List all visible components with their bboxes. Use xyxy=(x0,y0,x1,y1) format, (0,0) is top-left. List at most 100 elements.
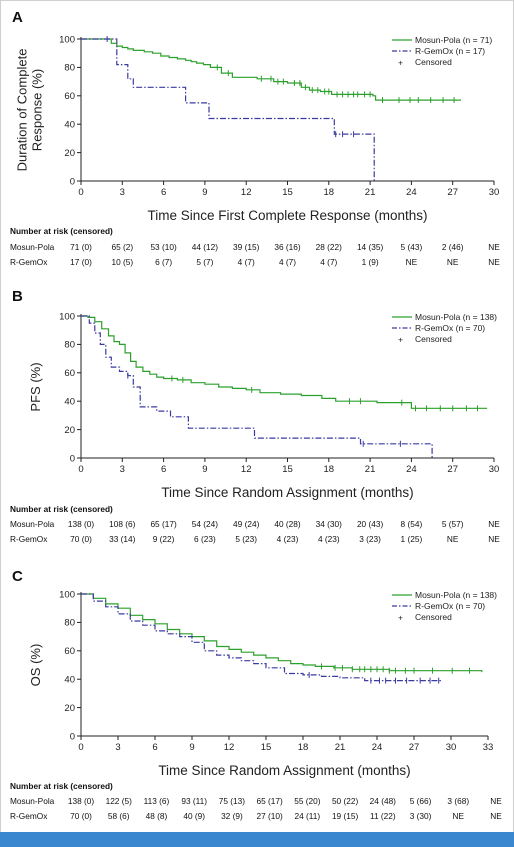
panel-b-risk-cell: 34 (30) xyxy=(316,519,343,529)
panel-a-x-tick-label: 6 xyxy=(161,187,166,198)
panel-a-risk-row-label: Mosun-Pola xyxy=(10,242,55,252)
panel-c-legend-censor-label: Censored xyxy=(415,612,452,622)
panel-c-risk-header: Number at risk (censored) xyxy=(10,781,113,791)
panel-c-x-tick-label: 3 xyxy=(115,742,120,753)
panel-b-x-tick-label: 21 xyxy=(365,464,376,475)
panel-b-y-tick-label: 40 xyxy=(64,397,75,408)
panel-b-x-tick-label: 15 xyxy=(282,464,293,475)
panel-a-y-tick-label: 60 xyxy=(64,91,75,102)
panel-b-risk-cell: 138 (0) xyxy=(68,519,95,529)
panel-a-risk-cell: 53 (10) xyxy=(150,242,177,252)
panel-b-risk-cell: NE xyxy=(488,534,500,544)
panel-b-risk-cell: NE xyxy=(488,519,500,529)
panel-b-risk-cell: 40 (28) xyxy=(274,519,301,529)
panel-a-risk-cell: 28 (22) xyxy=(316,242,343,252)
panel-c-risk-cell: 27 (10) xyxy=(256,811,283,821)
panel-a-series-r-gemox-line xyxy=(81,38,375,181)
panel-c-risk-cell: 3 (30) xyxy=(410,811,432,821)
panel-c-risk-cell: 32 (9) xyxy=(221,811,243,821)
panel-a-x-tick-label: 30 xyxy=(489,187,500,198)
panel-a-legend-censor-symbol: + xyxy=(398,58,403,68)
panel-b-x-tick-label: 9 xyxy=(202,464,207,475)
panel-c-risk-cell: 70 (0) xyxy=(70,811,92,821)
panel-b-risk-cell: 4 (23) xyxy=(277,534,299,544)
panel-b-y-tick-label: 0 xyxy=(70,453,75,464)
panel-c-x-tick-label: 18 xyxy=(298,742,309,753)
panel-a-x-axis-label: Time Since First Complete Response (mont… xyxy=(147,208,427,223)
panel-a-legend-label: R-GemOx (n = 17) xyxy=(415,46,485,56)
panel-c-risk-cell: 48 (8) xyxy=(146,811,168,821)
panel-c-risk-cell: 93 (11) xyxy=(181,796,207,806)
panel-b-risk-cell: 54 (24) xyxy=(192,519,219,529)
panel-a-risk-cell: 4 (7) xyxy=(320,257,337,267)
panel-a-y-tick-label: 80 xyxy=(64,63,75,74)
bottom-accent-bar xyxy=(0,832,514,847)
panel-c-x-tick-label: 0 xyxy=(78,742,83,753)
panel-b-series-mosun-pola-line xyxy=(81,315,488,409)
panel-c-risk-row-label: R-GemOx xyxy=(10,811,48,821)
panel-a-x-tick-label: 12 xyxy=(241,187,252,198)
panel-c-risk-cell: 3 (68) xyxy=(447,796,469,806)
panel-c-x-tick-label: 33 xyxy=(483,742,494,753)
panel-c-x-tick-label: 21 xyxy=(335,742,346,753)
panel-c-legend-censor-symbol: + xyxy=(398,613,403,623)
panel-a-y-tick-label: 0 xyxy=(70,176,75,187)
panel-b-risk-cell: 6 (23) xyxy=(194,534,216,544)
panel-a-risk-cell: 65 (2) xyxy=(111,242,133,252)
panel-c-legend-label: Mosun-Pola (n = 138) xyxy=(415,590,497,600)
panel-c-y-tick-label: 20 xyxy=(64,703,75,714)
panel-b-risk-cell: 8 (54) xyxy=(401,519,423,529)
panel-c-y-tick-label: 80 xyxy=(64,618,75,629)
panel-a-risk-row-label: R-GemOx xyxy=(10,257,48,267)
panel-a-risk-cell: NE xyxy=(447,257,459,267)
panel-c-x-tick-label: 15 xyxy=(261,742,272,753)
panel-a-risk-cell: 2 (46) xyxy=(442,242,464,252)
panel-c-x-tick-label: 27 xyxy=(409,742,420,753)
panel-a-risk-cell: 36 (16) xyxy=(274,242,301,252)
panel-a-x-tick-label: 0 xyxy=(78,187,83,198)
panel-a-risk-cell: 4 (7) xyxy=(238,257,255,267)
panel-a-x-tick-label: 24 xyxy=(406,187,417,198)
panel-c-risk-cell: NE xyxy=(490,796,502,806)
panel-b-risk-cell: 5 (23) xyxy=(235,534,257,544)
panel-c-risk-cell: 55 (20) xyxy=(294,796,321,806)
panel-a-legend-censor-label: Censored xyxy=(415,57,452,67)
panel-c-legend-label: R-GemOx (n = 70) xyxy=(415,601,485,611)
panel-c-y-tick-label: 100 xyxy=(59,589,75,600)
panel-b-y-tick-label: 20 xyxy=(64,425,75,436)
panel-a-x-tick-label: 15 xyxy=(282,187,293,198)
panel-b-risk-cell: 49 (24) xyxy=(233,519,260,529)
panel-a-y-tick-label: 40 xyxy=(64,120,75,131)
panel-c-y-axis-label: OS (%) xyxy=(28,644,43,687)
panel-b-x-axis-label: Time Since Random Assignment (months) xyxy=(161,485,413,500)
panel-c-x-axis-label: Time Since Random Assignment (months) xyxy=(158,763,410,778)
panel-a-x-tick-label: 3 xyxy=(120,187,125,198)
panel-c-x-tick-label: 6 xyxy=(152,742,157,753)
panel-c-risk-cell: 40 (9) xyxy=(183,811,205,821)
panel-c-risk-cell: 75 (13) xyxy=(219,796,246,806)
panel-b-x-tick-label: 0 xyxy=(78,464,83,475)
panel-b-y-tick-label: 100 xyxy=(59,311,75,322)
panel-a-risk-cell: 44 (12) xyxy=(192,242,219,252)
panel-a-risk-cell: 1 (9) xyxy=(362,257,379,267)
panel-a-risk-cell: 17 (0) xyxy=(70,257,92,267)
panel-b-y-tick-label: 60 xyxy=(64,368,75,379)
panel-c-risk-cell: 113 (6) xyxy=(144,796,170,806)
panel-a-risk-cell: NE xyxy=(406,257,418,267)
panel-c-risk-cell: 11 (22) xyxy=(370,811,396,821)
panel-b-risk-cell: 9 (22) xyxy=(153,534,175,544)
panel-c-risk-cell: 65 (17) xyxy=(256,796,283,806)
panel-c-risk-cell: 24 (11) xyxy=(295,811,321,821)
panel-a-risk-cell: 39 (15) xyxy=(233,242,260,252)
panel-a-x-tick-label: 18 xyxy=(324,187,335,198)
panel-a-risk-cell: 4 (7) xyxy=(279,257,296,267)
panel-b-y-axis-label: PFS (%) xyxy=(28,362,43,411)
panel-c-x-tick-label: 12 xyxy=(224,742,235,753)
panel-a-risk-header: Number at risk (censored) xyxy=(10,226,113,236)
panel-b-y-tick-label: 80 xyxy=(64,340,75,351)
panel-c-y-tick-label: 0 xyxy=(70,731,75,742)
panel-b-risk-cell: 33 (14) xyxy=(109,534,136,544)
panel-a-letter: A xyxy=(12,9,23,26)
